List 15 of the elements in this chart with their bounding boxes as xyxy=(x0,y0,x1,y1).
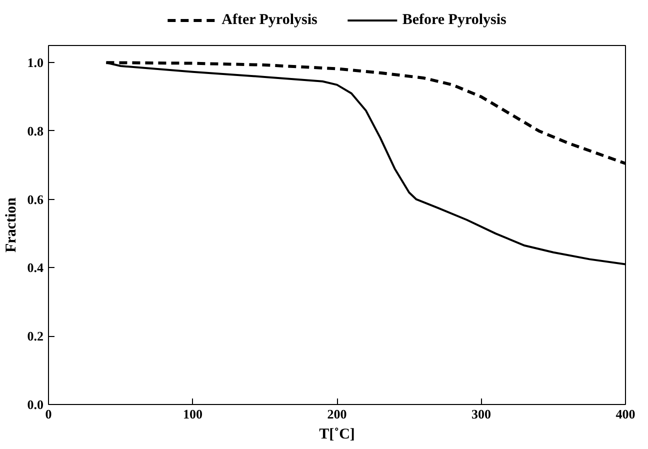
y-tick-label: 0.6 xyxy=(27,192,44,207)
x-tick-label: 200 xyxy=(327,406,347,422)
x-tick-label: 100 xyxy=(183,406,202,422)
y-tick-label: 1.0 xyxy=(27,55,44,70)
legend-label: After Pyrolysis xyxy=(222,12,318,28)
x-tick-label: 300 xyxy=(472,406,491,422)
y-tick-label: 0.8 xyxy=(27,123,44,138)
y-tick-label: 0.0 xyxy=(27,397,44,412)
x-tick-label: 0 xyxy=(45,406,52,422)
x-tick-label: 400 xyxy=(616,406,636,422)
x-axis-title: T[˚C] xyxy=(319,426,355,442)
y-tick-label: 0.4 xyxy=(27,260,44,276)
y-axis-title: Fraction xyxy=(3,196,20,252)
legend-label: Before Pyrolysis xyxy=(402,12,506,28)
y-tick-label: 0.2 xyxy=(27,328,44,344)
